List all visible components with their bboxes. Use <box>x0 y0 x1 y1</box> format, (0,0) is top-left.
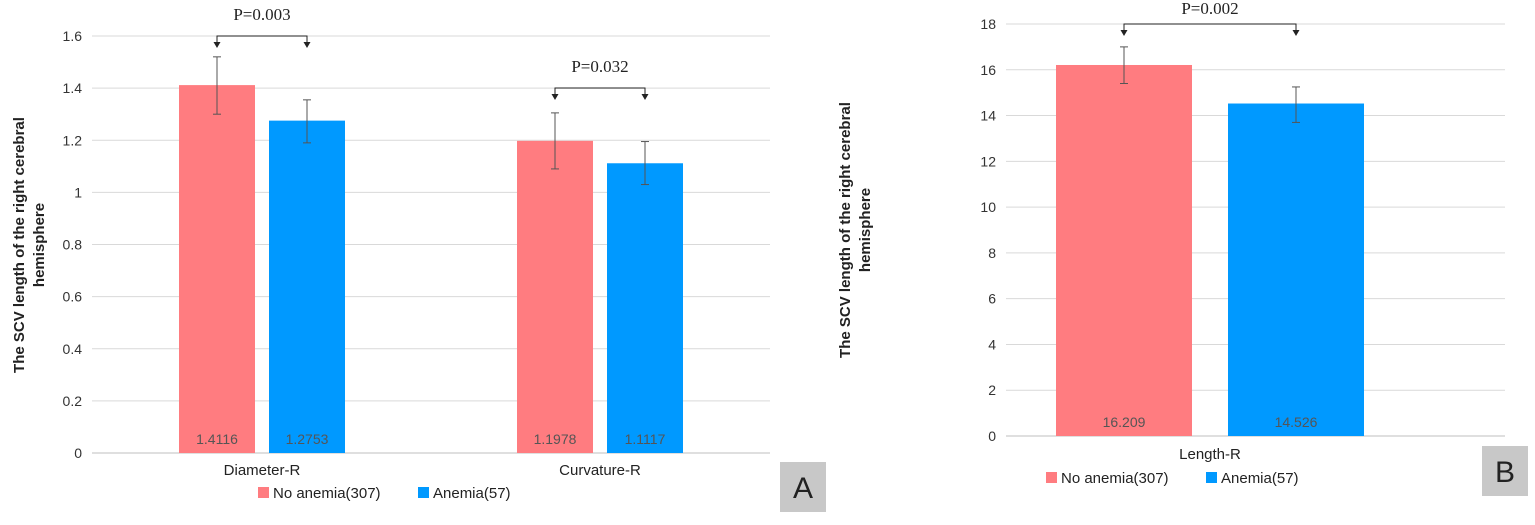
x-tick-label: Curvature-R <box>559 462 641 479</box>
data-label: 1.1117 <box>625 431 666 447</box>
data-label: 16.209 <box>1103 414 1146 430</box>
bar-no-anemia <box>517 140 593 454</box>
significance-bracket <box>1123 23 1297 32</box>
y-tick-label: 0 <box>988 428 996 444</box>
y-tick-label: 2 <box>988 382 996 398</box>
y-axis-label-line: The SCV length of the right cerebral <box>11 117 28 373</box>
y-tick-label: 4 <box>988 336 996 352</box>
y-axis-label: The SCV length of the right cerebral hemi… <box>11 117 48 373</box>
data-label: 14.526 <box>1275 414 1318 430</box>
y-tick-label: 14 <box>980 108 996 124</box>
y-tick-label: 0 <box>74 445 82 461</box>
p-value-annotation: P=0.032 <box>571 57 628 76</box>
bar-no-anemia <box>1056 64 1192 436</box>
data-label: 1.4116 <box>196 431 238 447</box>
y-tick-label: 6 <box>988 291 996 307</box>
bar-anemia <box>607 163 683 453</box>
x-tick-label: Diameter-R <box>224 462 301 479</box>
y-tick-label: 8 <box>988 245 996 261</box>
data-label: 1.1978 <box>534 431 577 447</box>
y-tick-label: 16 <box>980 62 996 78</box>
bar-anemia <box>1228 103 1364 437</box>
panel-label-box <box>780 462 826 512</box>
y-tick-label: 1.6 <box>63 28 83 44</box>
legend-label: No anemia(307) <box>273 485 381 502</box>
data-label: 1.2753 <box>286 431 329 447</box>
y-tick-label: 0.8 <box>63 237 83 253</box>
p-value-annotation: P=0.003 <box>233 5 290 24</box>
significance-bracket <box>216 35 308 44</box>
y-tick-label: 18 <box>980 16 996 32</box>
y-axis-label-line: The SCV length of the right cerebral <box>837 102 854 358</box>
legend-swatch-no-anemia <box>258 487 269 498</box>
legend-swatch-anemia <box>418 487 429 498</box>
y-tick-label: 12 <box>980 153 996 169</box>
legend-label: No anemia(307) <box>1061 470 1169 487</box>
bracket-arrow <box>551 94 559 100</box>
y-axis-label-line: hemisphere <box>31 203 48 287</box>
y-axis-label: The SCV length of the right cerebral hemi… <box>837 102 874 358</box>
bar-anemia <box>269 120 345 453</box>
bracket-arrow <box>213 42 221 48</box>
y-tick-label: 1.2 <box>63 132 83 148</box>
y-tick-label: 0.6 <box>63 289 83 305</box>
legend-swatch-anemia <box>1206 472 1217 483</box>
p-value-annotation: P=0.002 <box>1181 0 1238 18</box>
bracket-arrow <box>1292 30 1300 36</box>
chart-panel-a: 0 0.2 0.4 0.6 0.8 1 1.2 1.4 1.6 The SCV length of… <box>11 5 826 512</box>
x-tick-label: Length-R <box>1179 446 1241 463</box>
y-tick-label: 1 <box>74 184 82 200</box>
y-tick-label: 0.2 <box>63 393 83 409</box>
y-tick-label: 1.4 <box>63 80 83 96</box>
y-tick-label: 10 <box>980 199 996 215</box>
panel-label: A <box>793 472 813 505</box>
panel-label: B <box>1495 456 1515 489</box>
legend-label: Anemia(57) <box>433 485 511 502</box>
bracket-arrow <box>303 42 311 48</box>
chart-panel-b: 0 2 4 6 8 10 12 14 16 18 The SCV length of the rig… <box>837 0 1528 496</box>
panel-label-box <box>1482 446 1528 496</box>
bar-no-anemia <box>179 85 255 454</box>
bracket-arrow <box>641 94 649 100</box>
bracket-arrow <box>1120 30 1128 36</box>
legend-label: Anemia(57) <box>1221 470 1299 487</box>
y-axis-label-line: hemisphere <box>857 188 874 272</box>
y-tick-label: 0.4 <box>63 341 83 357</box>
significance-bracket <box>554 87 646 96</box>
legend-swatch-no-anemia <box>1046 472 1057 483</box>
